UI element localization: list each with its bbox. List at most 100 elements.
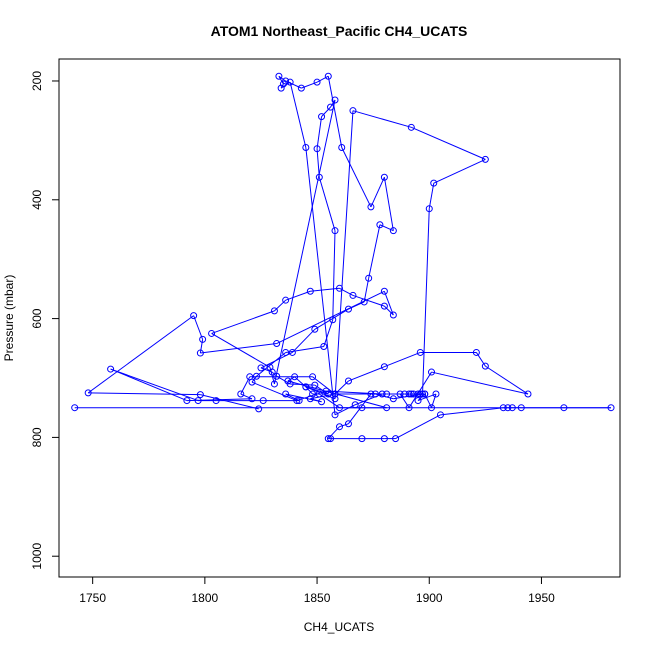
series-segment	[200, 394, 259, 410]
data-point	[371, 390, 379, 398]
x-tick-label: 1950	[528, 591, 555, 605]
series-segment	[352, 294, 385, 307]
data-point	[481, 155, 489, 163]
data-point	[266, 363, 274, 371]
series-segment	[341, 147, 372, 208]
series-segment	[294, 376, 307, 388]
data-point	[199, 335, 207, 343]
series-segment	[431, 393, 437, 408]
data-point	[472, 348, 480, 356]
data-point	[428, 404, 436, 412]
data-point	[190, 312, 198, 320]
series-segment	[440, 407, 504, 416]
data-point	[414, 390, 422, 398]
series-segment	[363, 278, 370, 303]
series-segment	[260, 367, 273, 373]
data-point	[360, 298, 368, 306]
data-point	[279, 80, 287, 88]
series-segment	[305, 147, 336, 415]
data-point	[270, 307, 278, 315]
data-point	[414, 397, 422, 405]
data-point	[428, 368, 436, 376]
data-point	[499, 404, 507, 412]
data-point	[306, 287, 314, 295]
data-point	[405, 390, 413, 398]
y-tick-label: 600	[30, 308, 44, 328]
data-point	[380, 173, 388, 181]
data-point	[416, 390, 424, 398]
data-point	[392, 435, 400, 443]
data-point	[508, 404, 516, 412]
data-point	[383, 390, 391, 398]
data-point	[367, 390, 375, 398]
data-point	[259, 397, 267, 405]
data-point	[212, 397, 220, 405]
series-segment	[305, 386, 329, 395]
data-point	[277, 84, 285, 92]
series-segment	[383, 177, 394, 231]
x-tick-label: 1800	[192, 591, 219, 605]
series-segment	[327, 426, 340, 439]
data-point	[405, 404, 413, 412]
series-segment	[274, 299, 286, 312]
x-tick-label: 1750	[79, 591, 106, 605]
series-segment	[314, 308, 349, 330]
data-point	[380, 363, 388, 371]
series-segment	[240, 393, 253, 400]
data-point	[336, 423, 343, 431]
series-segment	[278, 75, 286, 82]
data-point	[421, 390, 429, 398]
data-point	[324, 72, 332, 80]
data-point	[338, 144, 346, 152]
series-segment	[424, 393, 432, 408]
data-point	[282, 348, 290, 356]
series-segment	[384, 305, 394, 316]
data-point	[196, 391, 204, 399]
data-point	[432, 390, 440, 398]
data-point	[344, 377, 352, 385]
data-point	[309, 390, 317, 398]
series-segment	[211, 310, 275, 334]
y-axis-label: Pressure (mbar)	[2, 275, 16, 362]
series-segment	[193, 315, 204, 340]
series-segment	[339, 423, 349, 428]
data-point	[324, 435, 332, 443]
data-point	[358, 404, 366, 412]
series-segment	[411, 126, 486, 160]
series-segment	[384, 351, 421, 368]
series-segment	[422, 208, 430, 395]
data-point	[524, 390, 532, 398]
series-segment	[485, 365, 529, 395]
series-segment	[352, 110, 412, 128]
series-segment	[327, 76, 343, 148]
series-segment	[287, 376, 295, 382]
data-point	[380, 302, 388, 310]
series-segment	[348, 393, 372, 425]
data-point	[416, 348, 424, 356]
data-point	[297, 84, 305, 92]
data-point	[273, 372, 281, 380]
series-segment	[319, 393, 340, 409]
data-point	[481, 362, 489, 370]
data-point	[327, 103, 335, 111]
y-tick-label: 200	[30, 71, 44, 91]
data-point	[607, 404, 615, 412]
data-point	[196, 349, 204, 357]
data-point	[349, 291, 357, 299]
data-point	[349, 107, 357, 115]
y-tick-label: 400	[30, 189, 44, 209]
chart-title: ATOM1 Northeast_Pacific CH4_UCATS	[211, 23, 468, 39]
series-segment	[395, 414, 441, 440]
x-axis: 1750 1800 1850 1900 1950	[79, 576, 555, 605]
series-segment	[110, 368, 199, 402]
data-point	[336, 404, 343, 412]
series-segment	[289, 82, 307, 148]
data-point	[407, 123, 415, 131]
series-segment	[310, 287, 340, 292]
x-axis-label: CH4_UCATS	[304, 620, 374, 634]
series-segment	[276, 375, 291, 385]
series-segment	[110, 368, 188, 402]
data-point	[358, 435, 366, 443]
series-segment	[428, 183, 435, 209]
data-point	[275, 72, 283, 80]
